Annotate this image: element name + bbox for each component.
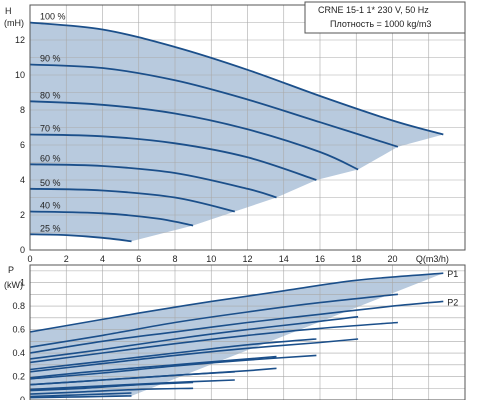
p-tick-label: 0.8 bbox=[12, 301, 25, 311]
speed-label: 100 % bbox=[40, 12, 66, 22]
speed-label: 90 % bbox=[40, 54, 61, 64]
y-tick-label: 2 bbox=[20, 210, 25, 220]
power-series-label: P2 bbox=[447, 297, 458, 307]
x-tick-label: 20 bbox=[387, 254, 397, 264]
power-curve bbox=[29, 392, 132, 398]
x-tick-label: 6 bbox=[136, 254, 141, 264]
power-curve bbox=[29, 293, 398, 348]
power-curve bbox=[29, 355, 277, 379]
speed-label: 60 % bbox=[40, 153, 61, 163]
x-tick-label: 8 bbox=[172, 254, 177, 264]
x-tick-label: 18 bbox=[351, 254, 361, 264]
power-curve bbox=[29, 371, 235, 386]
info-box: CRNE 15-1 1* 230 V, 50 Hz Плотность = 10… bbox=[304, 1, 466, 34]
y-tick-label: 8 bbox=[20, 105, 25, 115]
power-curve bbox=[29, 338, 359, 373]
speed-label: 70 % bbox=[40, 124, 61, 134]
power-curve bbox=[29, 321, 398, 364]
speed-label: 25 % bbox=[40, 223, 61, 233]
bottom-envelope-fill bbox=[30, 273, 444, 398]
speed-label: 50 % bbox=[40, 178, 61, 188]
y-tick-label: 0 bbox=[20, 245, 25, 255]
x-tick-label: 14 bbox=[279, 254, 289, 264]
power-series-label: P1 bbox=[447, 269, 458, 279]
y-tick-label: 10 bbox=[15, 70, 25, 80]
head-curve-50pct bbox=[29, 187, 236, 213]
head-curve-60pct bbox=[29, 163, 277, 199]
power-curve bbox=[29, 381, 194, 392]
p-tick-label: 1 bbox=[20, 278, 25, 288]
top-frame bbox=[29, 4, 466, 251]
x-tick-label: 2 bbox=[64, 254, 69, 264]
p-axis-label: P bbox=[8, 265, 14, 275]
power-curve bbox=[29, 315, 359, 360]
x-tick-label: 4 bbox=[100, 254, 105, 264]
info-line-1: CRNE 15-1 1* 230 V, 50 Hz bbox=[318, 5, 429, 15]
power-curve bbox=[29, 387, 194, 395]
bottom-frame bbox=[29, 264, 466, 400]
head-curve-40pct bbox=[29, 210, 194, 227]
y-tick-label: 12 bbox=[15, 35, 25, 45]
power-curve bbox=[29, 395, 132, 399]
power-curve bbox=[29, 338, 317, 371]
x-tick-label: 16 bbox=[315, 254, 325, 264]
speed-label: 40 % bbox=[40, 201, 61, 211]
p-tick-label: 0.2 bbox=[12, 372, 25, 382]
head-curve-70pct bbox=[29, 133, 317, 181]
p-axis-unit: (kW) bbox=[4, 280, 23, 290]
power-curve bbox=[29, 272, 444, 333]
head-curve-100pct bbox=[29, 21, 444, 136]
p-tick-label: 0.6 bbox=[12, 325, 25, 335]
top-envelope-fill bbox=[30, 22, 444, 242]
x-tick-label: 12 bbox=[242, 254, 252, 264]
speed-label: 80 % bbox=[40, 90, 61, 100]
power-curve bbox=[29, 354, 317, 380]
x-tick-label: 0 bbox=[27, 254, 32, 264]
x-tick-label: 10 bbox=[206, 254, 216, 264]
y-tick-label: 4 bbox=[20, 175, 25, 185]
y-axis-unit: (mH) bbox=[4, 18, 24, 28]
x-axis-label: Q(m3/h) bbox=[416, 254, 449, 264]
p-tick-label: 0.4 bbox=[12, 348, 25, 358]
y-axis-label: H bbox=[5, 6, 12, 16]
head-curve-90pct bbox=[29, 63, 399, 148]
head-curve-25pct bbox=[29, 233, 132, 243]
power-curve bbox=[29, 300, 444, 354]
p-tick-label: 0 bbox=[20, 395, 25, 400]
head-curve-80pct bbox=[29, 100, 359, 171]
info-line-2: Плотность = 1000 kg/m3 bbox=[330, 19, 431, 29]
y-tick-label: 6 bbox=[20, 140, 25, 150]
